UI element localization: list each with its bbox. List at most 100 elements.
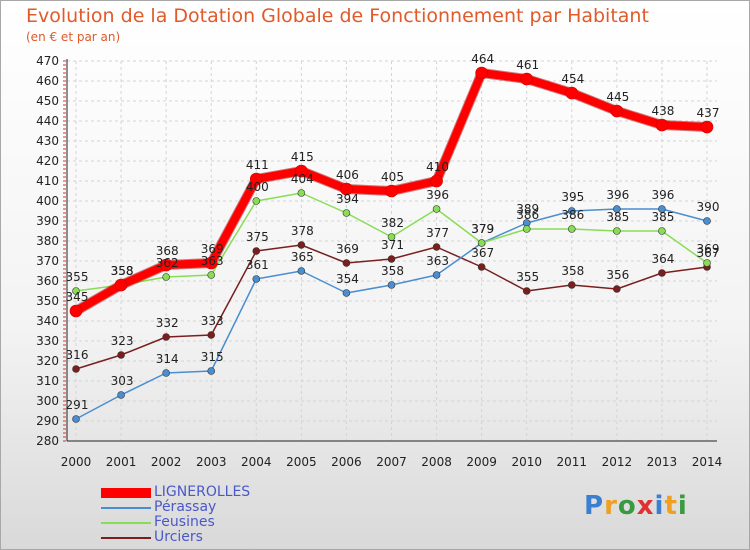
data-point (162, 273, 170, 281)
data-point (703, 217, 711, 225)
data-point (432, 243, 441, 251)
data-label: 396 (606, 188, 629, 202)
y-tick-label: 350 (36, 294, 59, 308)
data-point (297, 241, 306, 249)
x-tick-label: 2011 (557, 455, 588, 469)
data-point (613, 285, 621, 293)
x-tick-label: 2010 (511, 455, 542, 469)
logo-letter: P (584, 491, 605, 521)
data-point (340, 182, 353, 196)
logo-letter: i (654, 491, 665, 521)
data-label: 396 (426, 188, 449, 202)
data-point (117, 351, 125, 359)
data-point (252, 197, 261, 205)
x-tick-label: 2000 (61, 455, 92, 469)
data-point (72, 415, 80, 423)
data-point (703, 259, 711, 267)
data-label: 406 (336, 168, 359, 182)
data-label: 358 (111, 264, 134, 278)
data-label: 404 (291, 172, 314, 186)
data-point (387, 281, 396, 289)
data-label: 386 (516, 208, 539, 222)
x-tick-label: 2006 (331, 455, 362, 469)
data-label: 375 (246, 230, 269, 244)
data-label: 438 (651, 104, 674, 118)
y-tick-label: 410 (36, 174, 59, 188)
data-label: 394 (336, 192, 359, 206)
data-label: 355 (66, 270, 89, 284)
x-tick-label: 2005 (286, 455, 317, 469)
y-tick-label: 310 (36, 374, 59, 388)
data-label: 367 (471, 246, 494, 260)
data-point (162, 369, 170, 377)
y-tick-label: 290 (36, 414, 59, 428)
data-label: 464 (471, 52, 494, 66)
data-label: 363 (201, 254, 224, 268)
x-tick-label: 2007 (376, 455, 407, 469)
data-point (658, 269, 666, 277)
data-point (297, 267, 306, 275)
logo-letter: x (636, 491, 655, 521)
data-label: 371 (381, 238, 404, 252)
data-point (430, 174, 443, 188)
data-point (567, 281, 576, 289)
data-point (567, 225, 576, 233)
data-point (207, 367, 216, 375)
data-point (522, 225, 531, 233)
data-point (565, 86, 579, 100)
data-point (159, 258, 173, 272)
data-point (613, 227, 621, 235)
logo-letter: t (664, 491, 678, 521)
data-label: 454 (561, 72, 584, 86)
y-tick-label: 370 (36, 254, 59, 268)
data-label: 386 (561, 208, 584, 222)
data-label: 369 (697, 242, 720, 256)
data-point (385, 184, 398, 198)
y-tick-label: 330 (36, 334, 59, 348)
data-label: 369 (201, 242, 224, 256)
data-label: 362 (156, 256, 179, 270)
data-point (655, 118, 669, 132)
data-point (114, 278, 128, 292)
proxiti-logo: Proxiti (584, 491, 688, 521)
data-label: 358 (111, 264, 134, 278)
data-point (207, 331, 216, 339)
legend-label: Feusines (154, 514, 215, 530)
data-label: 379 (471, 222, 494, 236)
x-tick-label: 2013 (647, 455, 678, 469)
data-label: 377 (426, 226, 449, 240)
x-tick-label: 2002 (151, 455, 182, 469)
y-tick-label: 280 (36, 434, 59, 448)
y-tick-label: 300 (36, 394, 59, 408)
legend-swatch-feusines (101, 522, 151, 524)
y-tick-label: 390 (36, 214, 59, 228)
logo-letter: r (604, 491, 618, 521)
data-label: 385 (651, 210, 674, 224)
data-label: 323 (111, 334, 134, 348)
chart-subtitle: (en € et par an) (26, 30, 121, 44)
data-label: 378 (291, 224, 314, 238)
data-point (432, 271, 441, 279)
data-point (207, 271, 216, 279)
y-tick-label: 450 (36, 94, 59, 108)
data-point (477, 239, 486, 247)
data-label: 396 (651, 188, 674, 202)
data-label: 405 (381, 170, 404, 184)
data-label: 461 (516, 58, 539, 72)
y-tick-label: 440 (36, 114, 59, 128)
data-label: 368 (156, 244, 179, 258)
legend-swatch-urciers (101, 537, 151, 539)
data-label: 415 (291, 150, 314, 164)
y-tick-label: 380 (36, 234, 59, 248)
data-label: 303 (111, 374, 134, 388)
data-point (658, 227, 666, 235)
y-tick-label: 430 (36, 134, 59, 148)
y-tick-label: 360 (36, 274, 59, 288)
data-label: 410 (426, 160, 449, 174)
data-point (613, 205, 621, 213)
series-layer (69, 66, 714, 423)
x-tick-label: 2004 (241, 455, 272, 469)
data-label: 355 (516, 270, 539, 284)
